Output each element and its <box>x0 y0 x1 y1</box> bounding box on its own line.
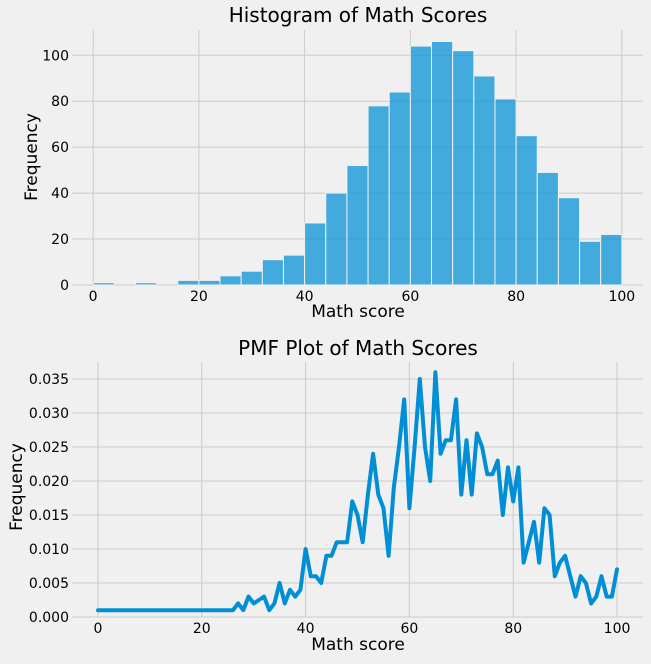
histogram-x-tick-label: 60 <box>401 289 419 305</box>
histogram-x-tick-label: 40 <box>296 289 314 305</box>
pmf-y-axis-label: Frequency <box>7 443 27 531</box>
pmf-x-tick-label: 80 <box>504 621 522 637</box>
histogram-bar <box>536 171 559 286</box>
histogram-bar <box>557 197 581 286</box>
pmf-x-tick-label: 0 <box>93 621 102 637</box>
histogram-y-tick-label: 60 <box>51 140 69 156</box>
pmf-y-tick-label: 0.010 <box>29 542 69 558</box>
histogram-x-tick-label: 0 <box>89 289 98 305</box>
histogram-bar <box>367 105 390 286</box>
pmf-y-tick-label: 0.035 <box>29 372 69 388</box>
histogram-bar <box>198 279 221 286</box>
pmf-y-tick-label: 0.005 <box>29 576 69 592</box>
pmf-x-tick-label: 40 <box>297 621 315 637</box>
histogram-x-tick-label: 100 <box>608 289 635 305</box>
histogram-x-tick-label: 20 <box>190 289 208 305</box>
histogram-bar <box>92 282 115 286</box>
histogram-bar <box>346 165 369 286</box>
histogram-bar <box>494 98 517 286</box>
histogram-bar <box>452 50 475 286</box>
pmf-y-tick-label: 0.000 <box>29 610 69 626</box>
histogram-bar <box>282 254 306 286</box>
histogram-bar <box>431 40 454 286</box>
pmf-y-tick-label: 0.025 <box>29 440 69 456</box>
histogram-bar <box>261 259 284 286</box>
histogram-bar <box>579 240 602 286</box>
histogram-bar <box>515 135 538 286</box>
histogram-y-tick-label: 100 <box>42 48 69 64</box>
histogram-chart: 0 20 40 60 80 100 0 20 40 60 80 100 Histogram of M… <box>22 3 643 322</box>
histogram-y-axis-label: Frequency <box>22 113 42 201</box>
histogram-y-tick-label: 40 <box>51 186 69 202</box>
histogram-bar <box>304 222 327 286</box>
pmf-y-tick-label: 0.015 <box>29 508 69 524</box>
pmf-y-tick-label: 0.030 <box>29 406 69 422</box>
pmf-x-tick-label: 20 <box>193 621 211 637</box>
histogram-x-axis-label: Math score <box>311 302 405 322</box>
pmf-x-tick-label: 60 <box>400 621 418 637</box>
pmf-y-tick-label: 0.020 <box>29 474 69 490</box>
histogram-bar <box>325 192 348 286</box>
histogram-y-tick-label: 0 <box>60 278 69 294</box>
histogram-bars <box>92 40 623 286</box>
histogram-bar <box>409 45 433 286</box>
histogram-bar <box>600 233 623 286</box>
pmf-x-tick-label: 100 <box>604 621 631 637</box>
histogram-bar <box>240 270 263 286</box>
histogram-x-ticks: 0 20 40 60 80 100 <box>89 289 636 305</box>
pmf-grid <box>72 362 643 618</box>
histogram-y-ticks: 0 20 40 60 80 100 <box>42 48 69 294</box>
histogram-bar <box>473 75 496 286</box>
pmf-chart: 0 20 40 60 80 100 0.0000.0050.0100.0150.0200.… <box>7 336 643 655</box>
pmf-series-line <box>96 370 619 613</box>
pmf-title: PMF Plot of Math Scores <box>238 336 478 360</box>
pmf-x-ticks: 0 20 40 60 80 100 <box>93 621 630 637</box>
histogram-bar <box>134 282 158 286</box>
histogram-y-tick-label: 20 <box>51 232 69 248</box>
pmf-x-axis-label: Math score <box>311 635 405 655</box>
histogram-y-tick-label: 80 <box>51 94 69 110</box>
histogram-x-tick-label: 80 <box>507 289 525 305</box>
histogram-bar <box>388 91 411 286</box>
pmf-y-ticks: 0.000 0.005 0.010 0.015 0.020 0.025 0.030 0.035 <box>29 372 69 626</box>
histogram-bar <box>219 275 242 286</box>
histogram-bar <box>177 279 200 286</box>
histogram-title: Histogram of Math Scores <box>229 3 488 27</box>
